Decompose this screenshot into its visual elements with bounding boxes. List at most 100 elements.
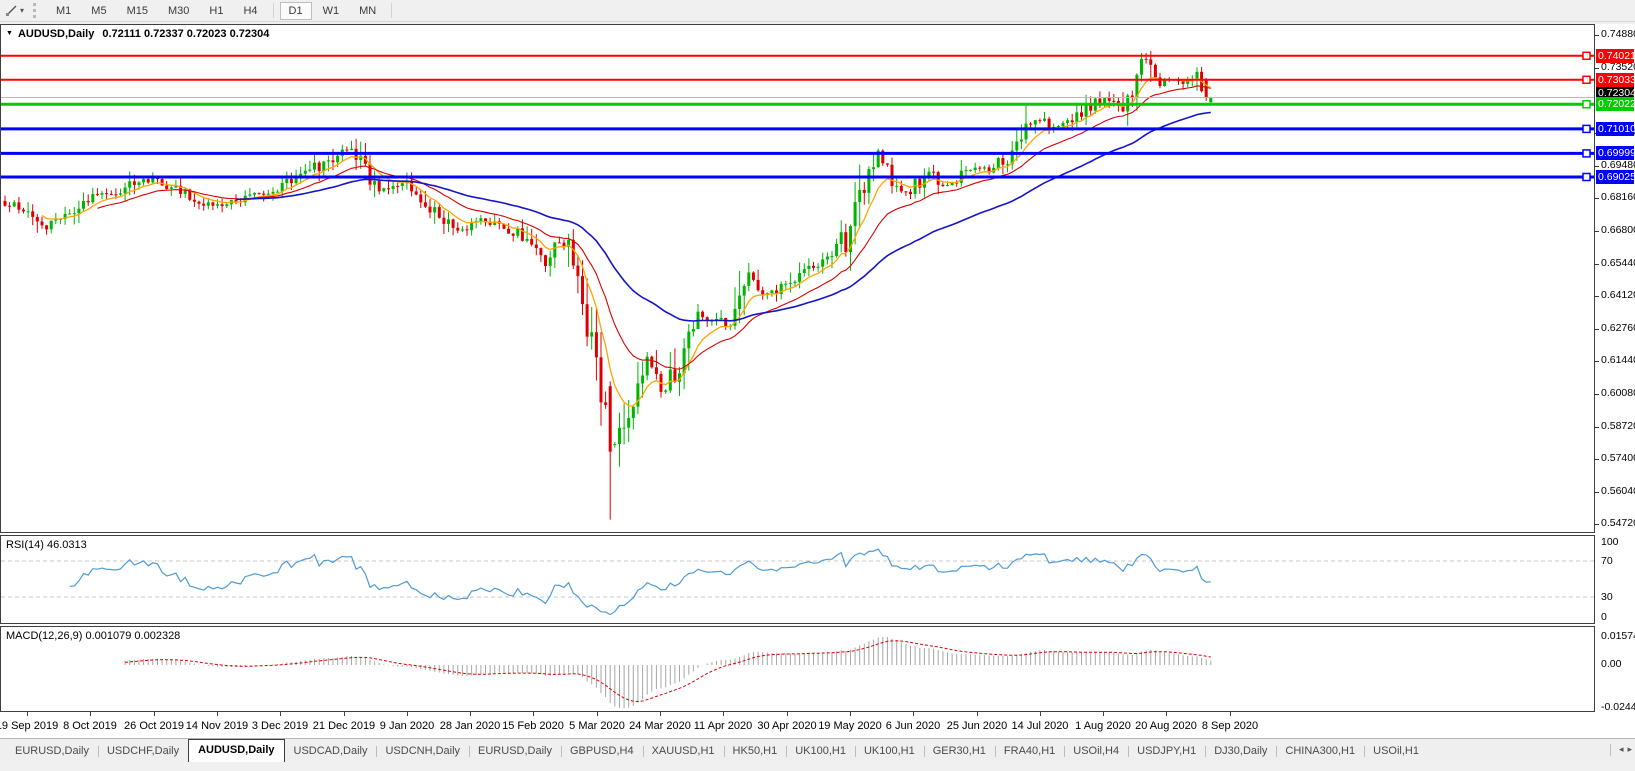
macd-values: 0.001079 0.002328: [85, 630, 181, 642]
chart-tab-eurusd-daily[interactable]: EURUSD,Daily: [15, 745, 89, 757]
timeframe-button-m15[interactable]: M15: [126, 4, 148, 17]
chart-tab-fra40-h1[interactable]: FRA40,H1: [994, 742, 1064, 762]
chart-tab-uk100-h1[interactable]: UK100,H1: [786, 742, 855, 762]
hline-price-tag: 0.69999: [1596, 146, 1635, 160]
tab-separator: [1609, 744, 1611, 756]
chart-tab-xauusd-h1[interactable]: XAUUSD,H1: [642, 742, 724, 762]
time-tick-mark: [787, 712, 788, 716]
chart-tab-china300-h1[interactable]: CHINA300,H1: [1276, 742, 1364, 762]
rsi-indicator-canvas[interactable]: [0, 535, 1595, 624]
time-tick-mark: [533, 712, 534, 716]
time-tick-mark: [660, 712, 661, 716]
date-label: 9 Jan 2020: [379, 720, 435, 732]
current-price-tag: 0.72304: [1596, 86, 1635, 100]
time-tick-mark: [344, 712, 345, 716]
date-label: 20 Aug 2020: [1135, 720, 1197, 732]
time-axis[interactable]: 19 Sep 2019 8 Oct 2019 26 Oct 2019 14 Nov 2…: [0, 712, 1595, 738]
chart-tab-hk50-h1[interactable]: HK50,H1: [723, 742, 787, 762]
date-label: 8 Oct 2019: [63, 720, 117, 732]
rsi-level-label: 70: [1601, 555, 1613, 567]
chart-tab-usdcnh-daily[interactable]: USDCNH,Daily: [376, 742, 469, 762]
chart-tab-usoil-h4[interactable]: USOil,H4: [1064, 742, 1128, 762]
macd-indicator-canvas[interactable]: [0, 626, 1595, 712]
top-toolbar: ▾ M1 M5 M15 M30 H1 H4 D1 W1 MN: [0, 0, 1635, 22]
date-label: 14 Jul 2020: [1011, 720, 1069, 732]
chart-tab-eurusd-daily[interactable]: EURUSD,Daily: [469, 742, 561, 762]
timeframe-button-mn[interactable]: MN: [359, 4, 377, 17]
toolbar-separator: [272, 3, 274, 18]
hline-price-tag: 0.69025: [1596, 170, 1635, 184]
timeframe-button-w1[interactable]: W1: [322, 4, 340, 17]
price-axis[interactable]: 0.748800.735200.708400.694800.681600.668…: [1594, 24, 1635, 713]
date-label: 6 Jun 2020: [885, 720, 941, 732]
rsi-level-label: 0: [1601, 611, 1607, 623]
timeframe-button-h1[interactable]: H1: [209, 4, 224, 17]
window-menu-icon[interactable]: ▼: [6, 30, 13, 37]
chart-tab-gbpusd-h4[interactable]: GBPUSD,H4: [561, 742, 643, 762]
date-label: 30 Apr 2020: [757, 720, 817, 732]
rsi-name: RSI(14): [6, 539, 44, 551]
price-tick-mark: [1594, 198, 1599, 199]
timeframe-button-h4[interactable]: H4: [243, 4, 258, 17]
time-tick-mark: [280, 712, 281, 716]
rsi-value: 46.0313: [46, 539, 87, 551]
date-label: 1 Aug 2020: [1075, 720, 1131, 732]
date-label: 25 Jun 2020: [946, 720, 1008, 732]
time-tick-mark: [90, 712, 91, 716]
price-tick-mark: [1594, 492, 1599, 493]
tab-scroll-right-icon[interactable]: ▸: [1627, 744, 1632, 754]
time-tick-mark: [977, 712, 978, 716]
timeframe-button-group: M1 M5 M15 M30 H1 H4 D1 W1 MN: [46, 1, 397, 20]
date-label: 15 Feb 2020: [502, 720, 564, 732]
time-tick-mark: [470, 712, 471, 716]
time-tick-mark: [1040, 712, 1041, 716]
timeframe-button-m30[interactable]: M30: [167, 4, 190, 17]
chart-window: [0, 24, 1635, 738]
timeframe-button-m1[interactable]: M1: [56, 4, 72, 17]
chart-title: ▼ AUDUSD,Daily 0.72111 0.72337 0.72023 0.7…: [6, 28, 269, 40]
chart-tab-usdjpy-h1[interactable]: USDJPY,H1: [1128, 742, 1205, 762]
price-chart-canvas[interactable]: [0, 24, 1595, 533]
date-label: 26 Oct 2019: [124, 720, 184, 732]
chart-tab-usoil-h1[interactable]: USOil,H1: [1364, 742, 1428, 762]
price-tick-mark: [1594, 231, 1599, 232]
price-tick-mark: [1594, 361, 1599, 362]
time-tick-mark: [913, 712, 914, 716]
toolbar-grip[interactable]: [33, 3, 37, 18]
date-label: 11 Apr 2020: [693, 720, 753, 732]
date-label: 8 Sep 2020: [1201, 720, 1259, 732]
hline-price-tag: 0.73033: [1596, 73, 1635, 87]
chart-tabs-list: EURUSD,Daily USDCHF,Daily AUDUSD,Daily USDC…: [6, 739, 1428, 762]
chart-tab-ger30-h1[interactable]: GER30,H1: [923, 742, 995, 762]
price-tick-mark: [1594, 394, 1599, 395]
date-label: 28 Jan 2020: [439, 720, 501, 732]
timeframe-button-d1[interactable]: D1: [279, 1, 312, 20]
chart-tab-dj30-daily[interactable]: DJ30,Daily: [1205, 742, 1276, 762]
time-tick-mark: [850, 712, 851, 716]
time-tick-mark: [1103, 712, 1104, 716]
rsi-level-label: 30: [1601, 591, 1613, 603]
cursor-tool-button[interactable]: ▾: [3, 2, 26, 20]
chart-tab-usdchf-daily[interactable]: USDCHF,Daily: [97, 742, 188, 762]
tab-scroll-left-icon[interactable]: ◂: [1618, 744, 1624, 754]
chart-tab-usdcad-daily[interactable]: USDCAD,Daily: [293, 745, 368, 757]
timeframe-button-m5[interactable]: M5: [91, 4, 107, 17]
date-label: 3 Dec 2019: [251, 720, 309, 732]
time-tick-mark: [217, 712, 218, 716]
time-tick-mark: [597, 712, 598, 716]
chart-tabs-bar: EURUSD,Daily USDCHF,Daily AUDUSD,Daily USDC…: [0, 738, 1635, 762]
price-tick-mark: [1594, 166, 1599, 167]
chart-tab-uk100-h1[interactable]: UK100,H1: [854, 742, 924, 762]
time-tick-mark: [1230, 712, 1231, 716]
chart-symbol-label: AUDUSD,Daily: [17, 28, 95, 40]
chevron-down-icon[interactable]: ▾: [20, 6, 25, 15]
date-label: 19 Sep 2019: [0, 720, 59, 732]
chart-tab-audusd-daily[interactable]: AUDUSD,Daily: [188, 739, 285, 762]
